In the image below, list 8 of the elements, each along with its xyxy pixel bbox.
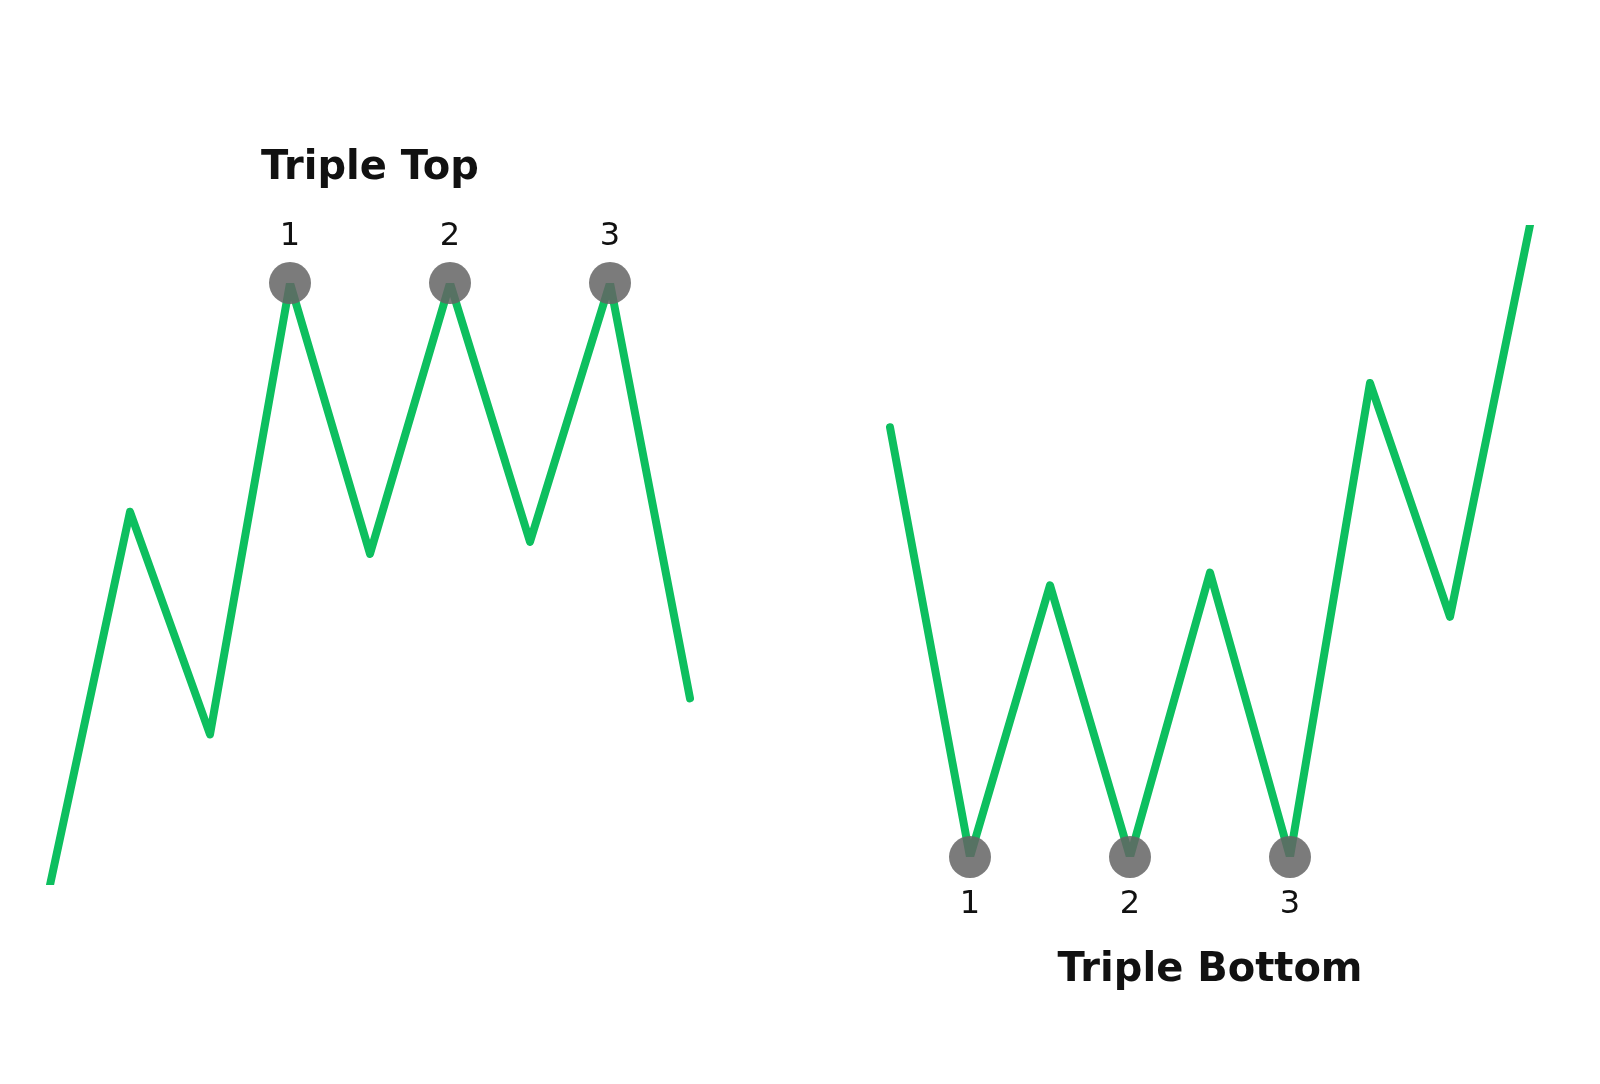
chart-title: Triple Top <box>261 142 479 189</box>
annotation: 2 <box>1119 883 1141 922</box>
annotation: 3 <box>1279 883 1301 922</box>
annotation: 1 <box>279 215 301 254</box>
text: Triple Bottom <box>1057 944 1363 991</box>
annotation: 1 <box>959 883 981 922</box>
annotation: 2 <box>439 215 461 254</box>
annotation: 3 <box>599 215 621 254</box>
